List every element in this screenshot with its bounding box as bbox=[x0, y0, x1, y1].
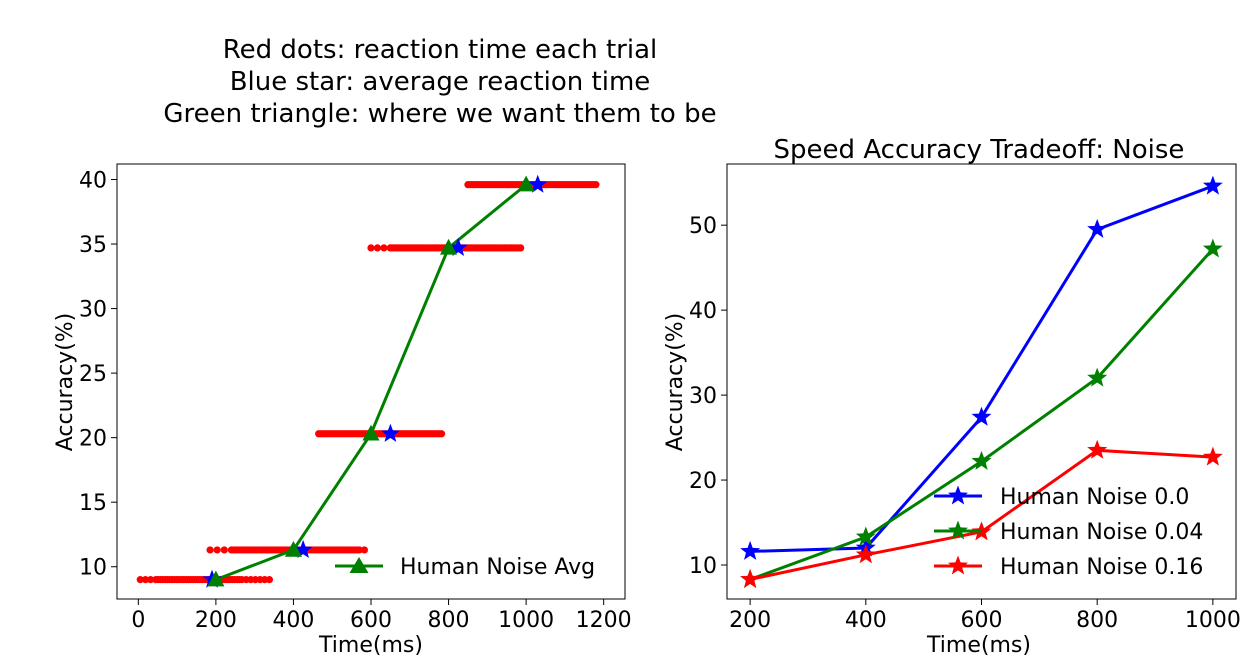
trial-dot bbox=[592, 181, 600, 189]
left-y-tick-label: 20 bbox=[79, 427, 107, 452]
left-y-axis-label: Accuracy(%) bbox=[53, 313, 78, 452]
series-star-marker bbox=[1202, 238, 1223, 258]
average-star-marker bbox=[293, 539, 313, 558]
series-star-marker bbox=[740, 569, 761, 588]
legend-star-marker bbox=[948, 520, 968, 540]
trial-dot bbox=[220, 546, 228, 554]
series-star-marker bbox=[855, 526, 876, 546]
series-star-marker bbox=[971, 406, 992, 426]
suptitle-line-3: Green triangle: where we want them to be bbox=[163, 99, 717, 129]
trial-dot bbox=[517, 244, 525, 252]
left-chart: 0 200 400 600 800 1000 1200 10 15 20 25 30 35 40 Time… bbox=[53, 163, 632, 658]
left-y-tick-label: 10 bbox=[79, 556, 107, 581]
series-star-marker bbox=[1202, 175, 1223, 195]
right-chart-title: Speed Accuracy Tradeoff: Noise bbox=[774, 135, 1185, 165]
legend-triangle-marker bbox=[349, 557, 369, 573]
trial-dot bbox=[380, 244, 388, 252]
trial-dot bbox=[206, 546, 214, 554]
right-chart: Speed Accuracy Tradeoff: Noise 200 400 600… bbox=[663, 135, 1241, 658]
left-x-tick-label: 200 bbox=[195, 608, 237, 633]
legend-star-marker bbox=[948, 555, 968, 575]
right-x-tick-label: 400 bbox=[845, 608, 887, 633]
average-star-marker bbox=[448, 237, 468, 256]
right-y-axis-label: Accuracy(%) bbox=[663, 313, 688, 452]
series-star-marker bbox=[740, 540, 761, 560]
legend-label-human-noise-avg: Human Noise Avg bbox=[400, 555, 595, 580]
right-x-tick-label: 200 bbox=[729, 608, 771, 633]
left-x-tick-label: 1200 bbox=[576, 608, 632, 633]
left-y-tick-label: 25 bbox=[79, 362, 107, 387]
right-legend: Human Noise 0.0 Human Noise 0.04 Human Noi… bbox=[934, 485, 1203, 580]
average-star-marker bbox=[528, 174, 548, 193]
left-y-tick-label: 30 bbox=[79, 298, 107, 323]
average-star-marker bbox=[380, 423, 400, 442]
figure-suptitle: Red dots: reaction time each trial Blue … bbox=[100, 34, 780, 130]
series-star-marker bbox=[971, 450, 992, 470]
left-data-layer bbox=[136, 174, 600, 588]
trial-dot bbox=[136, 576, 144, 584]
left-y-tick-label: 15 bbox=[79, 491, 107, 516]
suptitle-line-1: Red dots: reaction time each trial bbox=[222, 35, 658, 65]
trial-dot bbox=[141, 576, 150, 584]
legend-label: Human Noise 0.04 bbox=[1000, 520, 1203, 545]
right-data-layer bbox=[740, 175, 1223, 588]
right-x-tick-label: 800 bbox=[1076, 608, 1118, 633]
series-star-marker bbox=[1087, 218, 1108, 238]
legend-label: Human Noise 0.16 bbox=[1000, 555, 1203, 580]
right-y-tick-label: 30 bbox=[689, 384, 717, 409]
series-star-marker bbox=[1202, 446, 1223, 466]
trial-dot bbox=[147, 576, 155, 584]
trial-dot bbox=[213, 546, 221, 554]
right-tick-layer: 200 400 600 800 1000 10 20 30 40 50 bbox=[689, 214, 1241, 633]
right-y-tick-label: 10 bbox=[689, 554, 717, 579]
trial-dot bbox=[265, 576, 273, 584]
left-x-tick-label: 800 bbox=[428, 608, 470, 633]
right-x-axis-label: Time(ms) bbox=[926, 633, 1031, 658]
left-x-axis-label: Time(ms) bbox=[318, 633, 423, 658]
series-star-marker bbox=[855, 544, 876, 564]
trial-dot bbox=[437, 430, 446, 438]
left-y-tick-label: 40 bbox=[79, 168, 107, 193]
target-triangle-marker bbox=[362, 424, 380, 441]
target-triangle-marker bbox=[517, 175, 535, 192]
legend-label: Human Noise 0.0 bbox=[1000, 485, 1189, 510]
left-tick-layer: 0 200 400 600 800 1000 1200 10 15 20 25 30 35 40 bbox=[79, 168, 632, 633]
left-plot-frame bbox=[116, 163, 626, 600]
trial-dot bbox=[355, 546, 363, 554]
trial-dot bbox=[373, 244, 382, 252]
target-triangle-marker bbox=[284, 540, 302, 557]
trial-dot bbox=[386, 244, 394, 252]
left-legend: Human Noise Avg bbox=[335, 555, 595, 580]
left-x-tick-label: 0 bbox=[131, 608, 145, 633]
target-triangle-marker bbox=[440, 238, 458, 255]
trial-dot bbox=[367, 244, 375, 252]
series-star-marker bbox=[1087, 439, 1108, 459]
trial-dot bbox=[360, 546, 369, 554]
target-line-human-noise-avg bbox=[215, 183, 528, 582]
right-y-tick-label: 20 bbox=[689, 469, 717, 494]
suptitle-line-2: Blue star: average reaction time bbox=[229, 67, 651, 97]
right-x-tick-label: 600 bbox=[961, 608, 1003, 633]
left-x-tick-label: 400 bbox=[272, 608, 314, 633]
left-x-tick-label: 1000 bbox=[498, 608, 554, 633]
trial-dot bbox=[315, 430, 323, 438]
left-y-tick-label: 35 bbox=[79, 233, 107, 258]
right-x-tick-label: 1000 bbox=[1185, 608, 1241, 633]
left-x-tick-label: 600 bbox=[350, 608, 392, 633]
right-y-tick-label: 50 bbox=[689, 214, 717, 239]
right-y-tick-label: 40 bbox=[689, 299, 717, 324]
series-star-marker bbox=[1087, 367, 1108, 387]
legend-star-marker bbox=[948, 485, 968, 505]
target-triangle-marker bbox=[207, 570, 225, 587]
